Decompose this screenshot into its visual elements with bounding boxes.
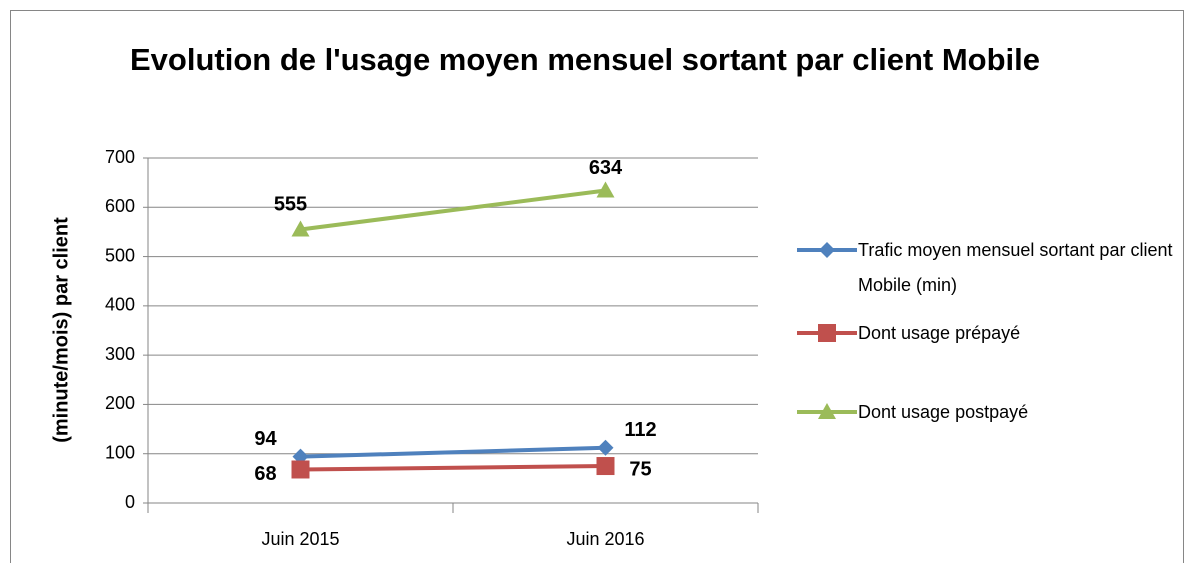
- y-axis-title: (minute/mois) par client: [50, 217, 72, 443]
- marker: [818, 403, 836, 419]
- marker: [596, 457, 615, 476]
- y-tick-label: 600: [105, 196, 135, 216]
- y-tick-label: 700: [105, 147, 135, 167]
- data-label: 94: [254, 428, 277, 450]
- chart-title: Evolution de l'usage moyen mensuel sorta…: [130, 42, 1040, 77]
- y-tick-label: 0: [125, 492, 135, 512]
- marker: [291, 460, 310, 479]
- y-tick-label: 100: [105, 442, 135, 462]
- marker: [819, 242, 835, 258]
- y-tick-label: 200: [105, 393, 135, 413]
- y-tick-label: 300: [105, 344, 135, 364]
- marker: [291, 220, 310, 237]
- series-line: [300, 445, 606, 459]
- data-label: 75: [629, 458, 651, 480]
- series-line: [300, 188, 606, 232]
- data-label: 634: [589, 157, 623, 179]
- data-label: 68: [254, 463, 276, 485]
- data-label: 555: [274, 194, 307, 216]
- chart-border: [10, 10, 1184, 563]
- marker: [596, 181, 615, 198]
- x-tick-label: Juin 2016: [566, 529, 644, 549]
- legend-label: Dont usage prépayé: [858, 322, 1021, 343]
- marker: [818, 324, 836, 342]
- y-tick-label: 400: [105, 295, 135, 315]
- data-label: 112: [624, 419, 656, 441]
- series-line: [300, 464, 606, 472]
- x-tick-label: Juin 2015: [261, 529, 339, 549]
- y-tick-label: 500: [105, 245, 135, 265]
- legend-label: Dont usage postpayé: [858, 401, 1029, 422]
- legend-label: Trafic moyen mensuel sortant par client …: [858, 239, 1173, 295]
- marker: [597, 439, 614, 456]
